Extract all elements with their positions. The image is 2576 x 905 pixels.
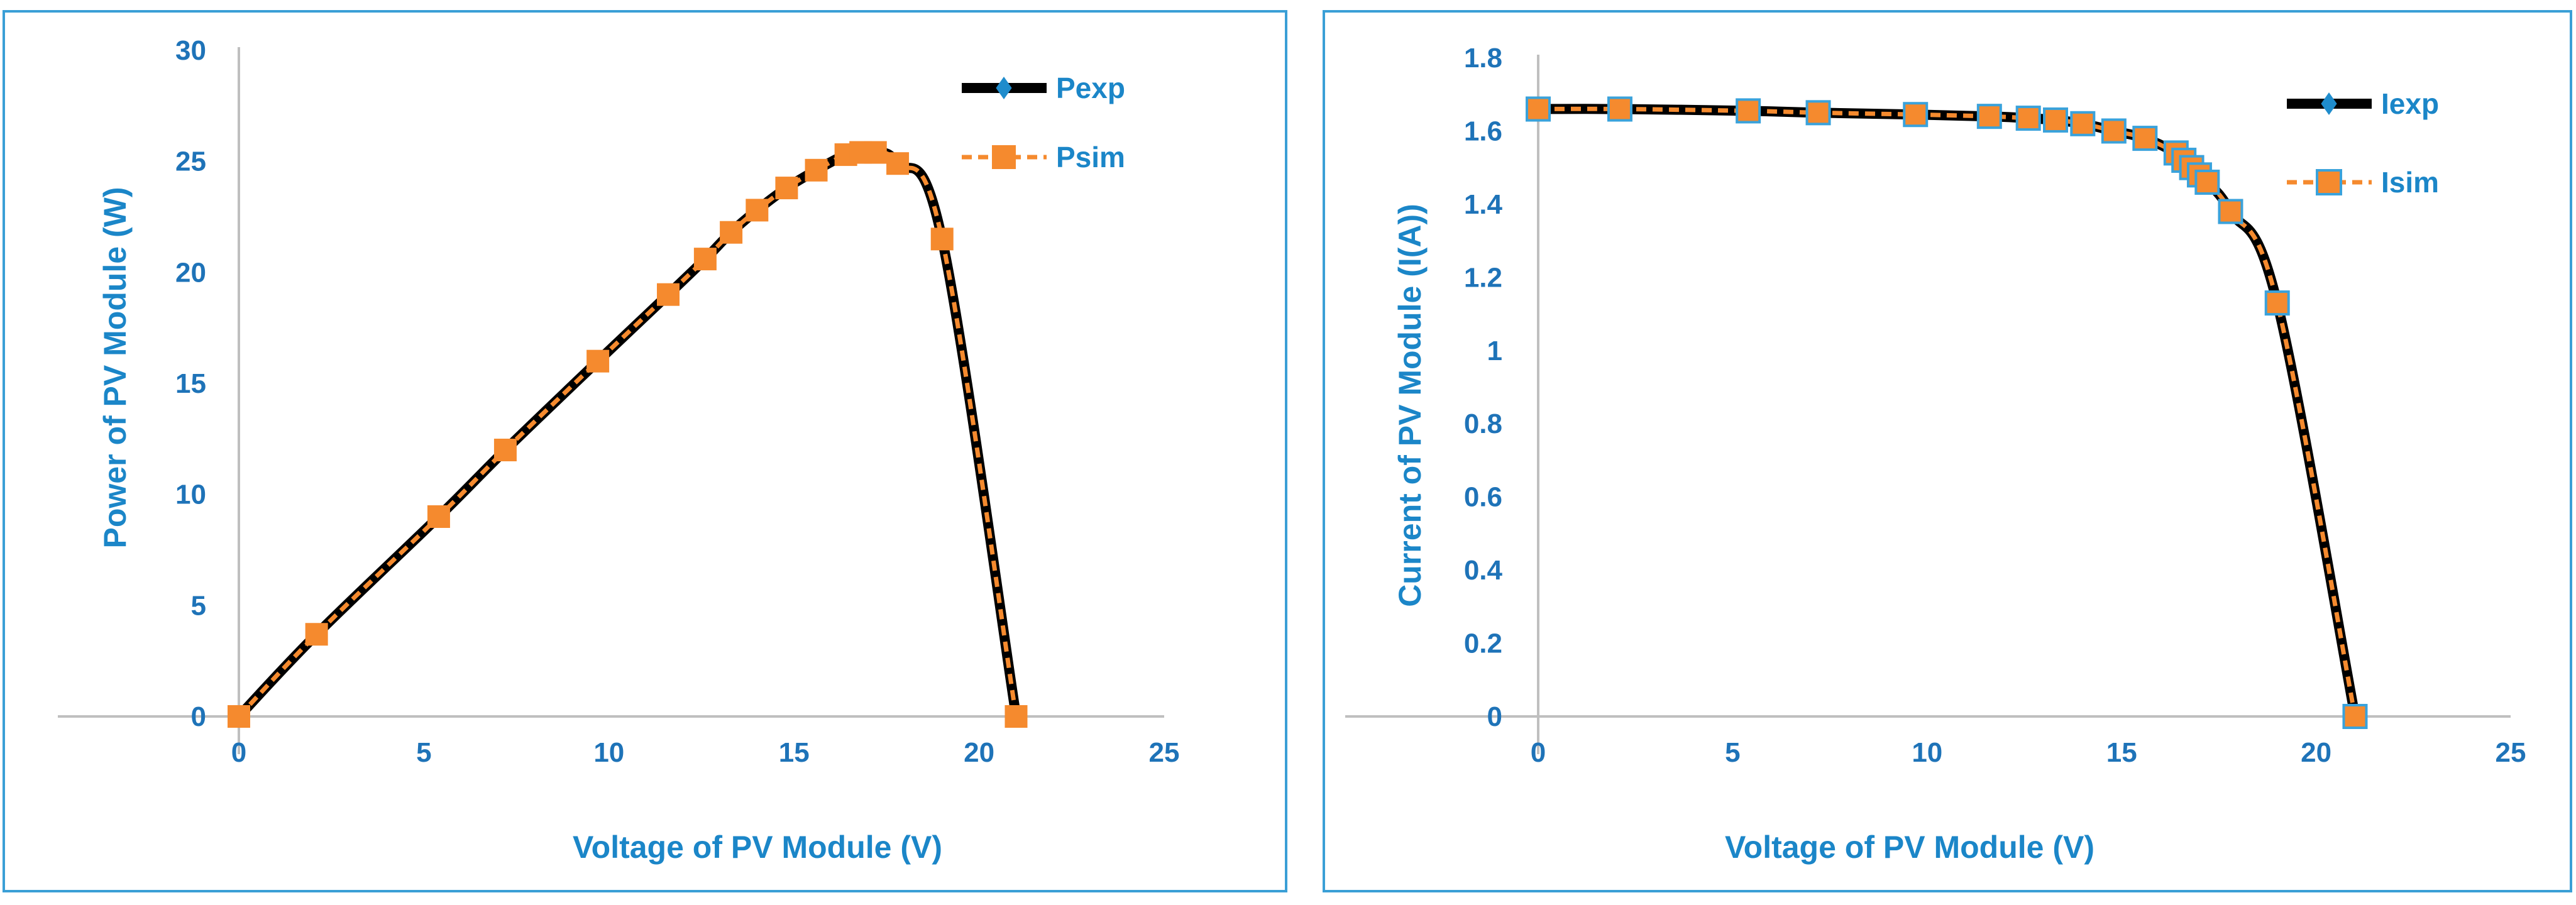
data-point <box>2218 199 2243 224</box>
series-pexp <box>231 141 1024 727</box>
y-tick-label: 1.4 <box>1464 189 1503 220</box>
y-tick-label: 0 <box>191 701 206 732</box>
data-point <box>1005 705 1028 728</box>
data-point <box>427 505 450 528</box>
current-voltage-chart: 0 5 10 15 20 25 0 0.2 0.4 0.6 0.8 1 1.2 1.4 1.6 1.8 Vol… <box>1323 10 2572 892</box>
y-tick-label: 1.6 <box>1464 116 1502 146</box>
legend-marker <box>2316 169 2342 195</box>
data-point <box>864 141 887 164</box>
y-tick-label: 0.8 <box>1464 409 1502 439</box>
data-point <box>2101 118 2127 144</box>
series-line <box>237 149 1018 718</box>
data-point <box>228 705 250 728</box>
legend-label: Isim <box>2381 166 2439 199</box>
series-isim <box>1526 96 2368 729</box>
x-tick-label: 10 <box>1912 737 1942 768</box>
series-iexp <box>1531 98 2363 727</box>
y-tick-label: 10 <box>175 480 206 510</box>
x-tick-label: 0 <box>231 737 246 768</box>
y-tick-label: 0.6 <box>1464 482 1502 513</box>
legend: Iexp Isim <box>2287 87 2439 199</box>
x-tick-label: 25 <box>1149 737 1180 768</box>
x-tick-label: 5 <box>1725 737 1740 768</box>
data-point <box>2132 126 2158 151</box>
data-point <box>1976 104 2002 129</box>
x-axis-title: Voltage of PV Module (V) <box>1725 830 2094 865</box>
x-tick-label: 25 <box>2496 737 2526 768</box>
data-point <box>2015 106 2041 131</box>
data-point <box>657 283 680 306</box>
data-point <box>886 152 910 175</box>
legend-item-psim: Psim <box>962 141 1125 173</box>
y-tick-label: 0.2 <box>1464 628 1502 659</box>
x-axis-title: Voltage of PV Module (V) <box>573 830 942 865</box>
legend-item-isim: Isim <box>2287 166 2439 199</box>
y-axis-title: Power of PV Module (W) <box>97 187 133 549</box>
legend-label: Pexp <box>1056 72 1125 104</box>
series-psim <box>228 141 1028 728</box>
data-point <box>305 623 328 646</box>
data-point <box>2043 107 2069 133</box>
legend-label: Psim <box>1056 141 1125 173</box>
legend-item-pexp: Pexp <box>962 72 1125 104</box>
data-point <box>493 439 517 461</box>
data-point <box>2070 111 2096 136</box>
y-tick-label: 0 <box>1487 701 1502 732</box>
y-tick-label: 1.2 <box>1464 262 1502 293</box>
data-point <box>2342 704 2368 729</box>
data-point <box>1903 102 1929 128</box>
legend-marker <box>996 77 1012 99</box>
chart-frame <box>1323 10 2572 892</box>
x-tick-label: 15 <box>2106 737 2137 768</box>
x-tick-label: 15 <box>779 737 810 768</box>
power-voltage-chart: 0 5 10 15 20 25 0 5 10 15 20 25 30 Voltage of PV Mod… <box>3 10 1287 892</box>
data-point <box>586 349 610 373</box>
y-tick-label: 0.4 <box>1464 555 1503 586</box>
data-point <box>1526 96 1551 122</box>
data-point <box>693 248 717 271</box>
x-tick-label: 10 <box>593 737 624 768</box>
data-point <box>2194 169 2220 195</box>
legend-marker <box>2321 92 2337 115</box>
x-tick-label: 20 <box>2301 737 2331 768</box>
x-tick-label: 20 <box>964 737 994 768</box>
legend-item-iexp: Iexp <box>2287 87 2439 120</box>
data-point <box>2264 290 2290 316</box>
y-tick-label: 1 <box>1487 336 1502 366</box>
y-tick-label: 1.8 <box>1464 43 1502 74</box>
y-tick-label: 30 <box>175 35 206 66</box>
data-point <box>1607 96 1632 122</box>
y-tick-label: 20 <box>175 257 206 288</box>
data-point <box>775 177 798 200</box>
data-point <box>930 228 954 251</box>
x-tick-label: 5 <box>416 737 431 768</box>
y-axis-title: Current of PV Module (I(A)) <box>1392 204 1428 607</box>
x-tick-label: 0 <box>1531 737 1546 768</box>
legend-marker <box>992 145 1016 169</box>
y-tick-label: 5 <box>191 590 206 621</box>
series-line <box>235 146 1021 720</box>
legend: Pexp Psim <box>962 72 1125 173</box>
y-tick-label: 15 <box>175 368 206 399</box>
chart-frame <box>3 10 1287 892</box>
data-point <box>805 158 828 182</box>
data-point <box>720 221 743 244</box>
data-point <box>1805 100 1831 126</box>
data-point <box>1736 98 1761 124</box>
legend-label: Iexp <box>2381 87 2439 120</box>
data-point <box>746 199 769 222</box>
y-tick-label: 25 <box>175 146 206 177</box>
